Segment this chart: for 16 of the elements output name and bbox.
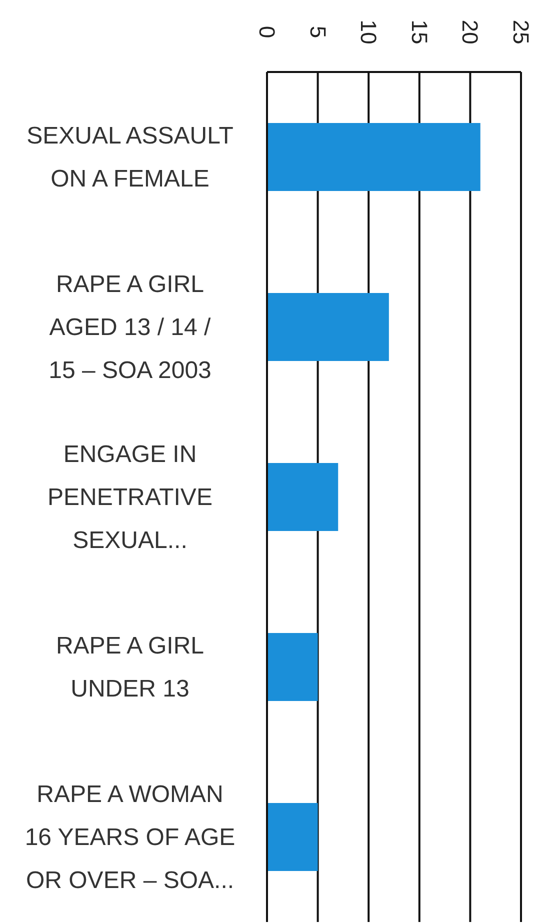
- y-tick-label: ENGAGE IN PENETRATIVE SEXUAL...: [48, 440, 212, 554]
- bar: [267, 463, 338, 531]
- bar: [267, 123, 480, 191]
- x-tick-label: 25: [508, 20, 534, 44]
- y-tick-label: SEXUAL ASSAULT ON A FEMALE: [26, 122, 234, 192]
- x-tick-label: 0: [254, 26, 280, 38]
- x-tick-label: 20: [458, 20, 483, 44]
- bar: [267, 803, 318, 871]
- y-tick-label: RAPE A WOMAN 16 YEARS OF AGE OR OVER – SOA...: [24, 780, 236, 894]
- x-tick-label: 15: [406, 20, 432, 44]
- bar: [267, 633, 318, 701]
- y-tick-label: RAPE A GIRL UNDER 13: [56, 632, 204, 702]
- x-tick-label: 10: [356, 20, 382, 44]
- x-tick-label: 5: [305, 26, 330, 38]
- bar: [267, 293, 389, 361]
- y-tick-label: RAPE A GIRL AGED 13 / 14 / 15 – SOA 2003: [48, 270, 212, 384]
